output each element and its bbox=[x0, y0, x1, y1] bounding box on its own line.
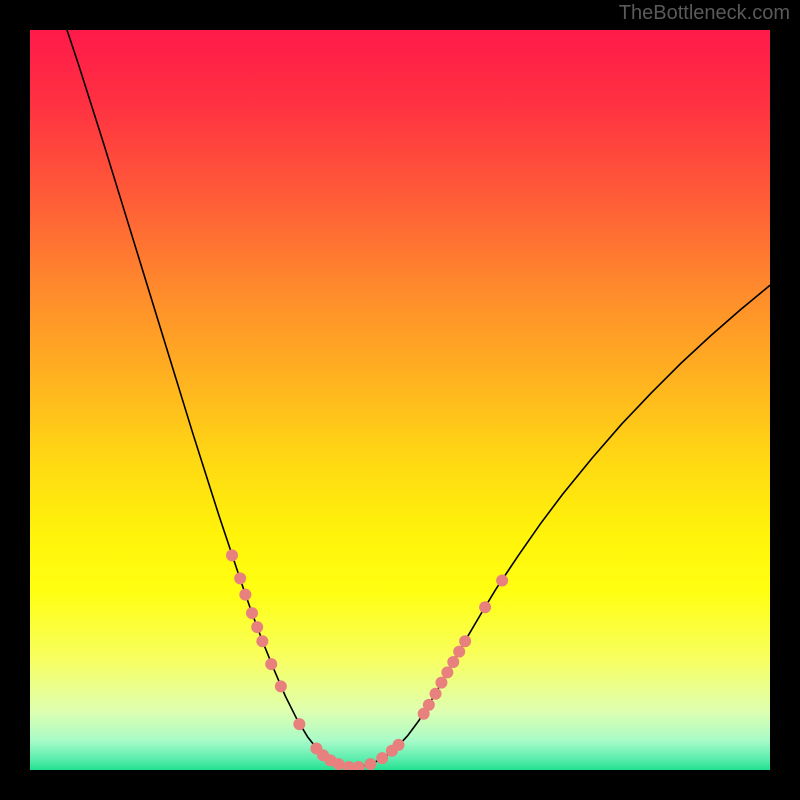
datapoint-marker bbox=[430, 688, 442, 700]
datapoint-marker bbox=[256, 635, 268, 647]
datapoint-marker bbox=[376, 752, 388, 764]
datapoint-marker bbox=[234, 572, 246, 584]
datapoint-marker bbox=[447, 656, 459, 668]
datapoint-marker bbox=[353, 761, 365, 770]
datapoint-marker bbox=[479, 601, 491, 613]
datapoint-marker bbox=[333, 758, 345, 770]
datapoint-marker bbox=[423, 699, 435, 711]
datapoint-marker bbox=[453, 646, 465, 658]
frame-bottom bbox=[0, 770, 800, 800]
datapoint-marker bbox=[239, 589, 251, 601]
datapoint-marker bbox=[293, 718, 305, 730]
datapoint-marker bbox=[364, 758, 376, 770]
datapoint-marker bbox=[459, 635, 471, 647]
datapoint-markers bbox=[30, 30, 770, 770]
datapoint-marker bbox=[393, 739, 405, 751]
datapoint-marker bbox=[246, 607, 258, 619]
datapoint-marker bbox=[275, 680, 287, 692]
frame-right bbox=[770, 0, 800, 800]
watermark-text: TheBottleneck.com bbox=[619, 2, 790, 25]
datapoint-marker bbox=[441, 666, 453, 678]
frame-left bbox=[0, 0, 30, 800]
plot-area bbox=[30, 30, 770, 770]
datapoint-marker bbox=[251, 621, 263, 633]
datapoint-marker bbox=[265, 658, 277, 670]
datapoint-marker bbox=[226, 549, 238, 561]
datapoint-marker bbox=[496, 575, 508, 587]
datapoint-marker bbox=[435, 677, 447, 689]
